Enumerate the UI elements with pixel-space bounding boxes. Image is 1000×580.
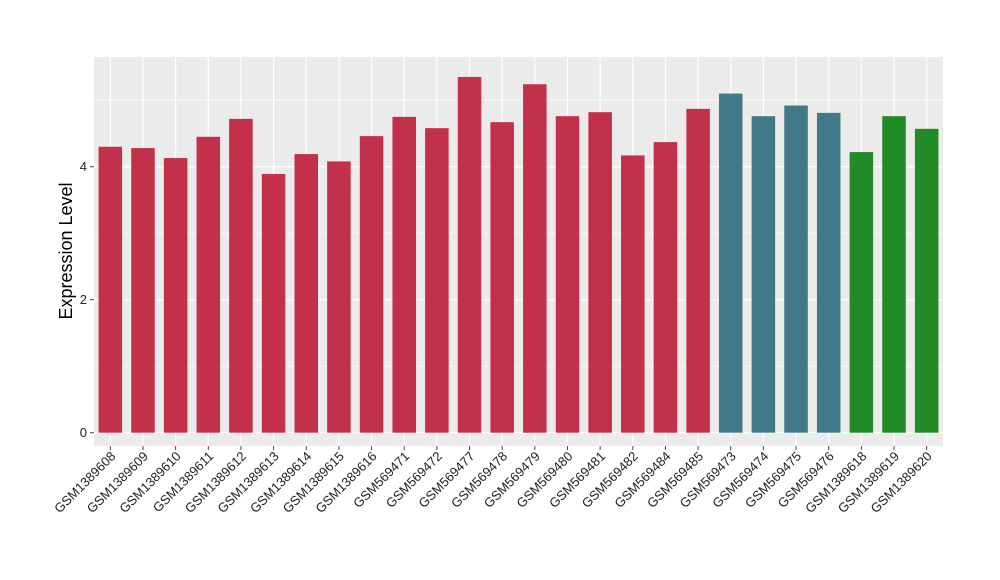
x-axis: GSM1389608GSM1389609GSM1389610GSM1389611…: [51, 446, 935, 516]
bar-GSM569472: [425, 128, 449, 433]
bar-GSM569478: [490, 122, 514, 433]
bar-GSM569481: [588, 112, 612, 433]
plot-panel: [94, 57, 943, 446]
bar-GSM569473: [718, 93, 743, 433]
bar-GSM1389616: [359, 136, 384, 433]
bar-GSM1389610: [163, 158, 188, 433]
bars-group: [98, 76, 939, 433]
bar-GSM1389618: [849, 152, 874, 433]
bar-GSM569475: [784, 105, 808, 433]
bar-GSM569482: [621, 155, 645, 433]
bar-GSM569484: [653, 142, 678, 433]
bar-GSM1389614: [294, 154, 319, 433]
bar-GSM569476: [816, 112, 841, 433]
y-tick-label: 4: [80, 159, 87, 174]
bar-GSM1389612: [229, 118, 253, 433]
bar-GSM1389609: [131, 148, 155, 433]
bar-GSM1389615: [327, 161, 351, 433]
y-tick-label: 2: [80, 292, 87, 307]
bar-GSM1389619: [882, 116, 906, 433]
bar-GSM1389608: [98, 146, 123, 433]
bar-GSM569471: [392, 116, 416, 433]
bar-GSM1389613: [261, 174, 286, 433]
bar-GSM1389611: [196, 136, 221, 433]
bar-GSM569485: [686, 108, 710, 433]
bar-GSM569474: [751, 116, 776, 433]
bar-GSM569480: [555, 116, 580, 433]
bar-GSM1389620: [914, 128, 939, 433]
bar-GSM569479: [523, 84, 547, 433]
bar-GSM569477: [457, 76, 482, 433]
y-axis-title: Expression Level: [56, 182, 76, 319]
y-axis: 0 2 4: [80, 159, 94, 440]
y-tick-label: 0: [80, 425, 87, 440]
